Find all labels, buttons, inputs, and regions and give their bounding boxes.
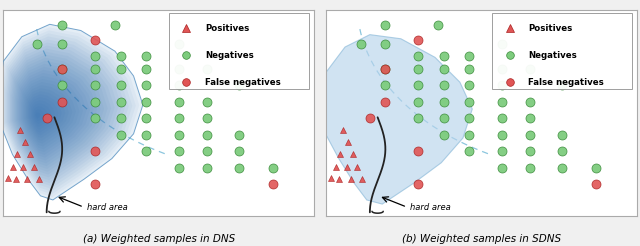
Text: (a) Weighted samples in DNS: (a) Weighted samples in DNS	[83, 233, 235, 244]
FancyBboxPatch shape	[492, 13, 632, 89]
Text: hard area: hard area	[87, 203, 128, 212]
Text: (b) Weighted samples in SDNS: (b) Weighted samples in SDNS	[403, 233, 561, 244]
Text: Positives: Positives	[528, 24, 572, 33]
Text: Positives: Positives	[205, 24, 249, 33]
Polygon shape	[0, 24, 143, 200]
Text: False negatives: False negatives	[528, 78, 604, 87]
Text: hard area: hard area	[410, 203, 451, 212]
Polygon shape	[323, 35, 472, 204]
Text: False negatives: False negatives	[205, 78, 281, 87]
Text: Negatives: Negatives	[528, 51, 577, 60]
FancyBboxPatch shape	[169, 13, 309, 89]
Text: Negatives: Negatives	[205, 51, 253, 60]
